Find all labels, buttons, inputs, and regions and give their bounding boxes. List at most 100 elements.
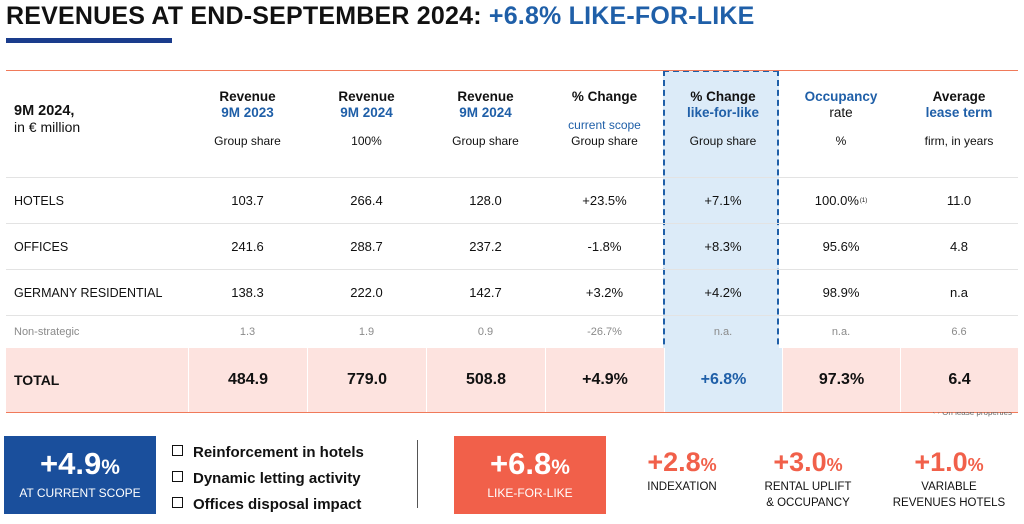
kpi-number: +6.8	[490, 446, 552, 481]
revenue-table: 9M 2024, in € million Revenue 9M 2023 Gr…	[6, 70, 1018, 413]
cell-value: n.a	[949, 285, 969, 300]
driver-variable-revenues: +1.0% VARIABLE REVENUES HOTELS	[884, 447, 1014, 510]
driver-label: INDEXATION	[647, 481, 717, 493]
title-accent: +6.8% LIKE-FOR-LIKE	[488, 2, 755, 30]
header-period-line1: 9M 2024,	[14, 103, 75, 119]
table-header: 9M 2024, in € million Revenue 9M 2023 Gr…	[6, 71, 1018, 177]
checkbox-icon	[172, 471, 183, 482]
driver-value: +1.0%	[884, 447, 1014, 478]
table-row-total: TOTAL 484.9 779.0 508.8 +4.9% +6.8% 97.3…	[6, 348, 1018, 412]
cell-value: 241.6	[231, 239, 264, 254]
cell-value: 138.3	[231, 285, 264, 300]
header-label: Average	[932, 89, 986, 104]
bullet-list: Reinforcement in hotels Dynamic letting …	[172, 440, 364, 518]
table-row-non-strategic: Non-strategic 1.3 1.9 0.9 -26.7% n.a. n.…	[6, 315, 1018, 348]
cell-value: n.a.	[713, 326, 733, 338]
bullet-item: Dynamic letting activity	[172, 466, 364, 492]
driver-unit: %	[967, 455, 984, 475]
header-revenue-2023: Revenue 9M 2023 Group share	[188, 71, 307, 177]
cell-value: 95.6%	[822, 239, 860, 254]
header-label: like-for-like	[686, 105, 760, 120]
cell-occupancy: 100.0% (1)	[782, 178, 900, 223]
cell-value: 128.0	[469, 193, 502, 208]
cell-value: +7.1%	[704, 193, 742, 208]
header-label: Revenue	[457, 89, 514, 104]
header-sub: 100%	[351, 134, 382, 148]
cell-value: 142.7	[469, 285, 502, 300]
cell-value: 484.9	[188, 348, 307, 412]
cell-value: 1.3	[239, 326, 256, 338]
bullet-item: Reinforcement in hotels	[172, 440, 364, 466]
table-row-germany-residential: GERMANY RESIDENTIAL 138.3 222.0 142.7 +3…	[6, 269, 1018, 315]
kpi-unit: %	[551, 456, 570, 479]
divider	[417, 440, 418, 508]
cell-value: 779.0	[307, 348, 426, 412]
row-label: OFFICES	[14, 239, 69, 254]
cell-value: 0.9	[477, 326, 494, 338]
cell-value: 98.9%	[822, 285, 860, 300]
header-period-line2: in € million	[14, 119, 81, 135]
header-sub: Group share	[689, 134, 757, 148]
bullet-text: Reinforcement in hotels	[193, 444, 364, 461]
header-sub: Group share	[214, 134, 281, 148]
driver-unit: %	[826, 455, 843, 475]
header-sub: firm, in years	[924, 134, 994, 148]
driver-label: RENTAL UPLIFT	[764, 481, 852, 493]
cell-value: +3.2%	[585, 285, 624, 300]
header-label: 9M 2023	[221, 105, 274, 120]
cell-value: n.a.	[831, 326, 851, 338]
header-label: % Change	[571, 89, 638, 104]
cell-value: 97.3%	[782, 348, 900, 412]
header-label: current scope	[568, 118, 641, 132]
driver-value: +3.0%	[748, 447, 868, 478]
kpi-unit: %	[101, 456, 120, 479]
kpi-like-for-like: +6.8% LIKE-FOR-LIKE	[454, 436, 606, 514]
cell-value: +4.9%	[545, 348, 664, 412]
cell-value: 288.7	[350, 239, 383, 254]
cell-value: -1.8%	[587, 239, 622, 254]
cell-value: 6.4	[900, 348, 1018, 412]
header-revenue-2024-100: Revenue 9M 2024 100%	[307, 71, 426, 177]
header-label: 9M 2024	[340, 105, 393, 120]
table-row-offices: OFFICES 241.6 288.7 237.2 -1.8% +8.3% 95…	[6, 223, 1018, 269]
bullet-item: Offices disposal impact	[172, 492, 364, 518]
row-label: Non-strategic	[14, 326, 80, 338]
driver-label-2: & OCCUPANCY	[766, 497, 850, 509]
cell-value: 1.9	[358, 326, 375, 338]
checkbox-icon	[172, 497, 183, 508]
row-label: GERMANY RESIDENTIAL	[14, 285, 163, 300]
header-label: rate	[829, 105, 853, 120]
driver-rental-uplift: +3.0% RENTAL UPLIFT & OCCUPANCY	[748, 447, 868, 510]
header-change-current: % Change current scope Group share	[545, 71, 664, 177]
cell-value: 103.7	[231, 193, 264, 208]
header-change-lfl: % Change like-for-like Group share	[664, 71, 782, 177]
header-label: lease term	[925, 105, 993, 120]
kpi-number: +4.9	[40, 446, 102, 481]
footnote-ref: (1)	[859, 197, 868, 204]
cell-value: 222.0	[350, 285, 383, 300]
header-sub: Group share	[571, 134, 638, 148]
header-revenue-2024-group: Revenue 9M 2024 Group share	[426, 71, 545, 177]
header-label: Occupancy	[804, 89, 878, 104]
row-label: TOTAL	[14, 372, 60, 388]
cell-value: +23.5%	[582, 193, 627, 208]
driver-label-2: REVENUES HOTELS	[892, 497, 1006, 509]
cell-value: 100.0%	[814, 193, 859, 208]
header-sub: %	[835, 134, 847, 148]
title-underline	[6, 38, 172, 43]
kpi-value: +6.8%	[454, 446, 606, 482]
bullet-text: Offices disposal impact	[193, 496, 362, 513]
page-title: REVENUES AT END-SEPTEMBER 2024: +6.8% LI…	[6, 2, 755, 31]
cell-value: +8.3%	[704, 239, 742, 254]
kpi-label: AT CURRENT SCOPE	[19, 486, 141, 500]
cell-value: 4.8	[949, 239, 969, 254]
cell-value: 508.8	[426, 348, 545, 412]
header-period: 9M 2024, in € million	[6, 71, 188, 177]
cell-value: 11.0	[946, 193, 972, 208]
driver-number: +3.0	[773, 447, 827, 477]
kpi-current-scope: +4.9% AT CURRENT SCOPE	[4, 436, 156, 514]
header-sub: Group share	[452, 134, 519, 148]
cell-value: 6.6	[951, 326, 967, 338]
header-label: Revenue	[219, 89, 276, 104]
footnote-text: On lease properties	[939, 408, 1012, 417]
